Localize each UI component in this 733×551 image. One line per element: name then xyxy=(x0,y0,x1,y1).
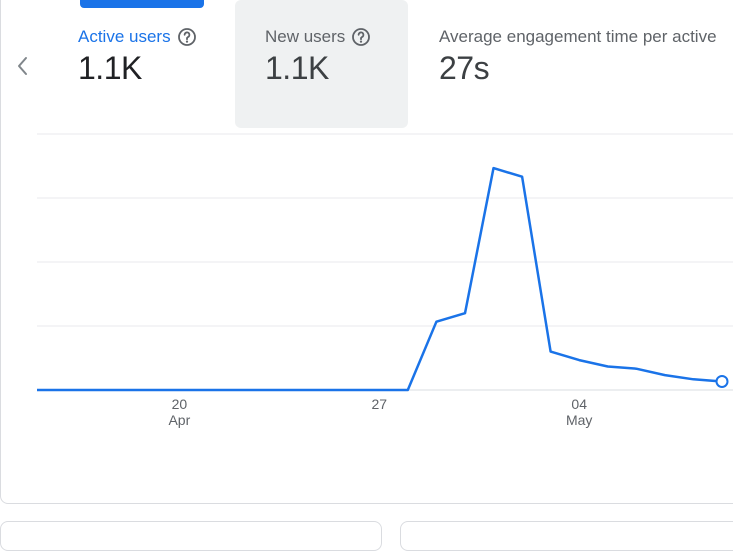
x-tick-label: 04 xyxy=(571,396,587,412)
tab-value: 1.1K xyxy=(265,50,329,86)
tab-label: Active users xyxy=(78,27,171,46)
x-tick-month-label: Apr xyxy=(168,412,190,428)
tab-average-engagement-time[interactable]: Average engagement time per active 27s xyxy=(427,0,733,128)
previous-metrics-button[interactable] xyxy=(8,52,36,80)
bottom-card-left xyxy=(0,521,382,551)
tab-label: Average engagement time per active xyxy=(439,27,717,46)
tab-value: 1.1K xyxy=(78,50,142,86)
tab-active-users[interactable]: Active users 1.1K xyxy=(66,0,234,128)
series-line xyxy=(37,166,723,392)
help-circle-icon[interactable] xyxy=(177,27,197,47)
tab-label-row: Active users xyxy=(78,27,234,47)
tab-label-row: Average engagement time per active xyxy=(439,27,733,47)
tab-new-users[interactable]: New users 1.1K xyxy=(235,0,408,128)
tab-label: New users xyxy=(265,27,346,46)
tab-label-row: New users xyxy=(265,27,408,47)
highlighted-data-point xyxy=(715,374,729,388)
active-tab-indicator xyxy=(80,0,204,8)
x-tick-label: 20 xyxy=(172,396,188,412)
x-tick-month-label: May xyxy=(566,412,592,428)
tab-value: 27s xyxy=(439,50,490,86)
help-circle-icon[interactable] xyxy=(351,27,371,47)
x-tick-label: 27 xyxy=(371,396,387,412)
bottom-card-right xyxy=(400,521,733,551)
chevron-left-icon xyxy=(18,57,27,75)
